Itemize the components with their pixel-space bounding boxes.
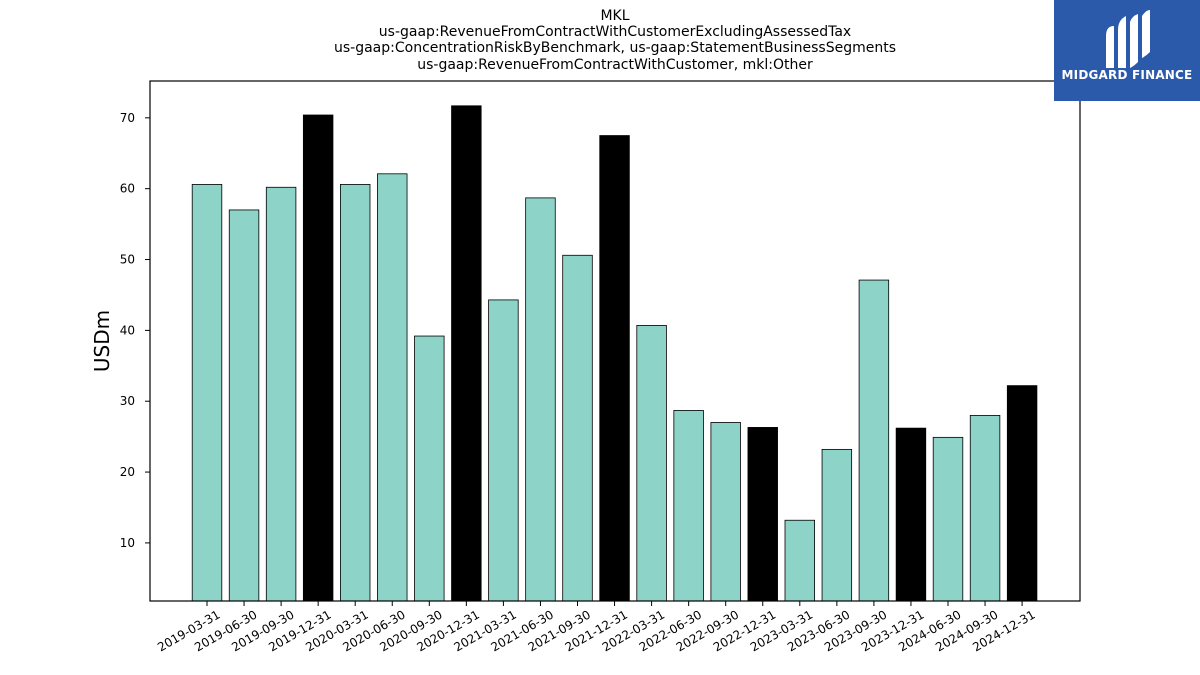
midgard-logo-icon [1106,10,1150,68]
chart-title: MKL us-gaap:RevenueFromContractWithCusto… [334,8,896,73]
bar-2020-06-30 [377,173,408,602]
bar-2023-09-30 [858,279,890,602]
bar-2022-09-30 [710,422,741,602]
y-tick-label: 20 [120,465,135,479]
bar-2023-03-31 [784,519,816,602]
bar-2019-06-30 [228,209,260,602]
bar-2021-12-31 [599,135,630,602]
bars-group [191,105,1038,602]
y-axis-label: USDm [90,310,114,372]
bar-2023-12-31 [895,427,927,602]
bar-2023-06-30 [821,448,853,602]
bar-2022-12-31 [747,427,778,602]
bar-2021-03-31 [488,299,519,602]
bar-2022-06-30 [673,410,704,602]
y-tick-label: 30 [120,394,135,408]
y-tick-label: 40 [120,323,135,337]
y-tick-label: 10 [120,536,135,550]
y-axis: 10 20 30 40 50 60 70 [120,111,150,550]
title-line-2: us-gaap:RevenueFromContractWithCustomerE… [379,24,851,40]
bar-2019-03-31 [191,184,223,602]
y-tick-label: 70 [120,111,135,125]
bar-2024-12-31 [1006,385,1038,602]
bar-2024-09-30 [969,414,1001,602]
bar-2022-03-31 [636,325,667,602]
y-tick-label: 60 [120,182,135,196]
bar-2024-06-30 [932,436,964,602]
brand-logo: MIDGARD FINANCE [1054,0,1200,101]
bar-2020-09-30 [414,335,445,602]
bar-2020-12-31 [451,105,482,602]
bar-2019-09-30 [265,186,297,602]
title-line-4: us-gaap:RevenueFromContractWithCustomer,… [417,57,813,73]
x-axis: 2019-03-312019-06-302019-09-302019-12-31… [155,601,1038,654]
title-line-3: us-gaap:ConcentrationRiskByBenchmark, us… [334,40,896,56]
bar-2021-06-30 [525,197,556,602]
brand-name: MIDGARD FINANCE [1061,68,1193,82]
y-tick-label: 50 [120,253,135,267]
plot-frame [149,80,1081,602]
title-line-1: MKL [600,8,629,24]
bar-2020-03-31 [339,184,371,602]
bar-2021-09-30 [562,254,593,602]
bar-2019-12-31 [302,114,334,602]
